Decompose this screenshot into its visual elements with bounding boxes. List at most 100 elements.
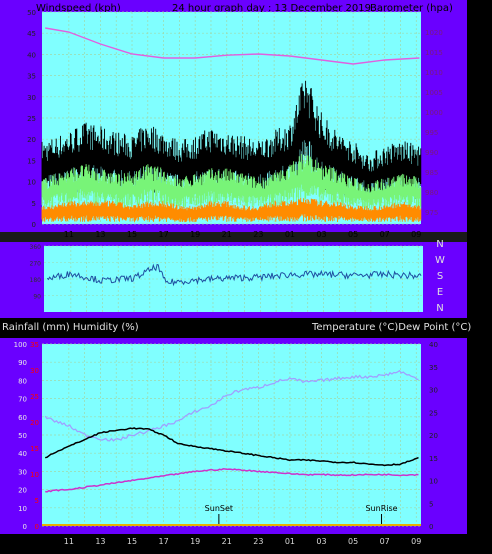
right-gutter — [467, 0, 492, 554]
barometer-series — [45, 27, 420, 65]
temperature-series — [45, 427, 419, 467]
compass-label-n: N — [436, 239, 443, 250]
separator-3 — [0, 534, 492, 554]
x-tick-label: 15 — [127, 230, 137, 239]
humidity-y-tick-label: 60 — [18, 414, 27, 422]
temperature-y-tick-label: 20 — [429, 432, 438, 440]
compass-label-w: W — [435, 255, 445, 266]
barometer-y-tick-label: 975 — [425, 209, 438, 217]
wind-y-tick-label: 50 — [27, 9, 36, 17]
humidity-y-tick-label: 50 — [18, 432, 27, 440]
temperature-y-tick-label: 10 — [429, 478, 438, 486]
barometer-y-tick-label: 990 — [425, 149, 438, 157]
x-tick-label: 21 — [222, 230, 232, 239]
rain-y-tick-label: 15 — [30, 445, 39, 453]
x-tick-label: 03 — [316, 537, 326, 546]
dewpoint-series — [45, 468, 419, 493]
wind-gust-series — [41, 80, 422, 201]
rain-y-tick-label: 0 — [35, 523, 39, 531]
wind-chart: 0510152025303540455097598098599099510001… — [27, 9, 443, 239]
separator — [0, 232, 467, 242]
wind-y-tick-label: 20 — [27, 136, 36, 144]
climate-chart: 0102030405060708090100051015202530350510… — [14, 341, 438, 546]
x-tick-label: 17 — [159, 230, 169, 239]
humidity-y-tick-label: 70 — [18, 396, 27, 404]
direction-y-tick-label: 180 — [30, 277, 42, 284]
humidity-y-tick-label: 40 — [18, 450, 27, 458]
wind-y-tick-label: 15 — [27, 157, 36, 165]
humidity-series — [44, 369, 419, 442]
temp-dew-label: Temperature (°C)Dew Point (°C) — [311, 322, 471, 333]
temperature-y-tick-label: 25 — [429, 409, 438, 417]
barometer-y-tick-label: 995 — [425, 129, 438, 137]
wind-y-tick-label: 30 — [27, 94, 36, 102]
header-right: Barometer (hpa) — [370, 3, 453, 14]
barometer-y-tick-label: 1015 — [425, 49, 443, 57]
x-tick-label: 01 — [285, 537, 295, 546]
x-tick-label: 13 — [95, 230, 105, 239]
rain-y-tick-label: 20 — [30, 419, 39, 427]
direction-y-tick-label: 360 — [30, 244, 42, 251]
x-tick-label: 15 — [127, 537, 137, 546]
wind-speed-series — [41, 154, 422, 211]
temperature-y-tick-label: 0 — [429, 523, 433, 531]
x-tick-label: 23 — [253, 230, 263, 239]
humidity-y-tick-label: 0 — [23, 523, 27, 531]
humidity-y-tick-label: 80 — [18, 377, 27, 385]
wind-y-tick-label: 0 — [32, 221, 36, 229]
direction-y-tick-label: 270 — [30, 261, 42, 268]
direction-series — [46, 263, 422, 287]
x-tick-label: 07 — [380, 537, 390, 546]
temperature-y-tick-label: 30 — [429, 387, 438, 395]
compass-label-s: S — [437, 271, 443, 282]
annotation-label: SunSet — [205, 504, 233, 513]
rain-y-tick-label: 35 — [30, 341, 39, 349]
annotation-label: SunRise — [365, 504, 397, 513]
barometer-y-tick-label: 980 — [425, 189, 438, 197]
humidity-y-tick-label: 90 — [18, 359, 27, 367]
x-tick-label: 19 — [190, 230, 200, 239]
wind-average-series — [41, 197, 422, 223]
header-left: Windspeed (kph) — [36, 3, 121, 14]
humidity-y-tick-label: 10 — [18, 505, 27, 513]
x-tick-label: 11 — [64, 537, 74, 546]
rain-y-tick-label: 10 — [30, 471, 39, 479]
temperature-y-tick-label: 40 — [429, 341, 438, 349]
barometer-y-tick-label: 985 — [425, 169, 438, 177]
barometer-y-tick-label: 1020 — [425, 29, 443, 37]
temperature-y-tick-label: 15 — [429, 455, 438, 463]
compass-label-n: N — [436, 303, 443, 314]
rain-y-tick-label: 5 — [35, 497, 39, 505]
wind-y-tick-label: 10 — [27, 179, 36, 187]
x-tick-label: 21 — [222, 537, 232, 546]
barometer-y-tick-label: 1010 — [425, 69, 443, 77]
x-tick-label: 11 — [64, 230, 74, 239]
barometer-y-tick-label: 1005 — [425, 89, 443, 97]
humidity-y-tick-label: 30 — [18, 468, 27, 476]
temperature-y-tick-label: 35 — [429, 364, 438, 372]
x-tick-label: 19 — [190, 537, 200, 546]
wind-y-tick-label: 45 — [27, 30, 36, 38]
header-center: 24 hour graph day : 13 December 2019 — [172, 3, 371, 14]
bottom-left-frame — [0, 338, 36, 534]
temperature-y-tick-label: 5 — [429, 500, 433, 508]
x-tick-label: 09 — [411, 230, 421, 239]
wind-y-tick-label: 35 — [27, 73, 36, 81]
x-tick-label: 03 — [316, 230, 326, 239]
x-tick-label: 01 — [285, 230, 295, 239]
humidity-y-tick-label: 20 — [18, 487, 27, 495]
rain-y-tick-label: 25 — [30, 393, 39, 401]
x-tick-label: 09 — [411, 537, 421, 546]
barometer-y-tick-label: 1000 — [425, 109, 443, 117]
humidity-y-tick-label: 100 — [14, 341, 27, 349]
x-tick-label: 23 — [253, 537, 263, 546]
separator-2 — [0, 318, 492, 338]
compass-label-e: E — [437, 287, 443, 298]
direction-y-tick-label: 90 — [33, 294, 41, 301]
wind-y-tick-label: 25 — [27, 115, 36, 123]
x-tick-label: 13 — [95, 537, 105, 546]
x-tick-label: 17 — [159, 537, 169, 546]
x-tick-label: 05 — [348, 230, 358, 239]
